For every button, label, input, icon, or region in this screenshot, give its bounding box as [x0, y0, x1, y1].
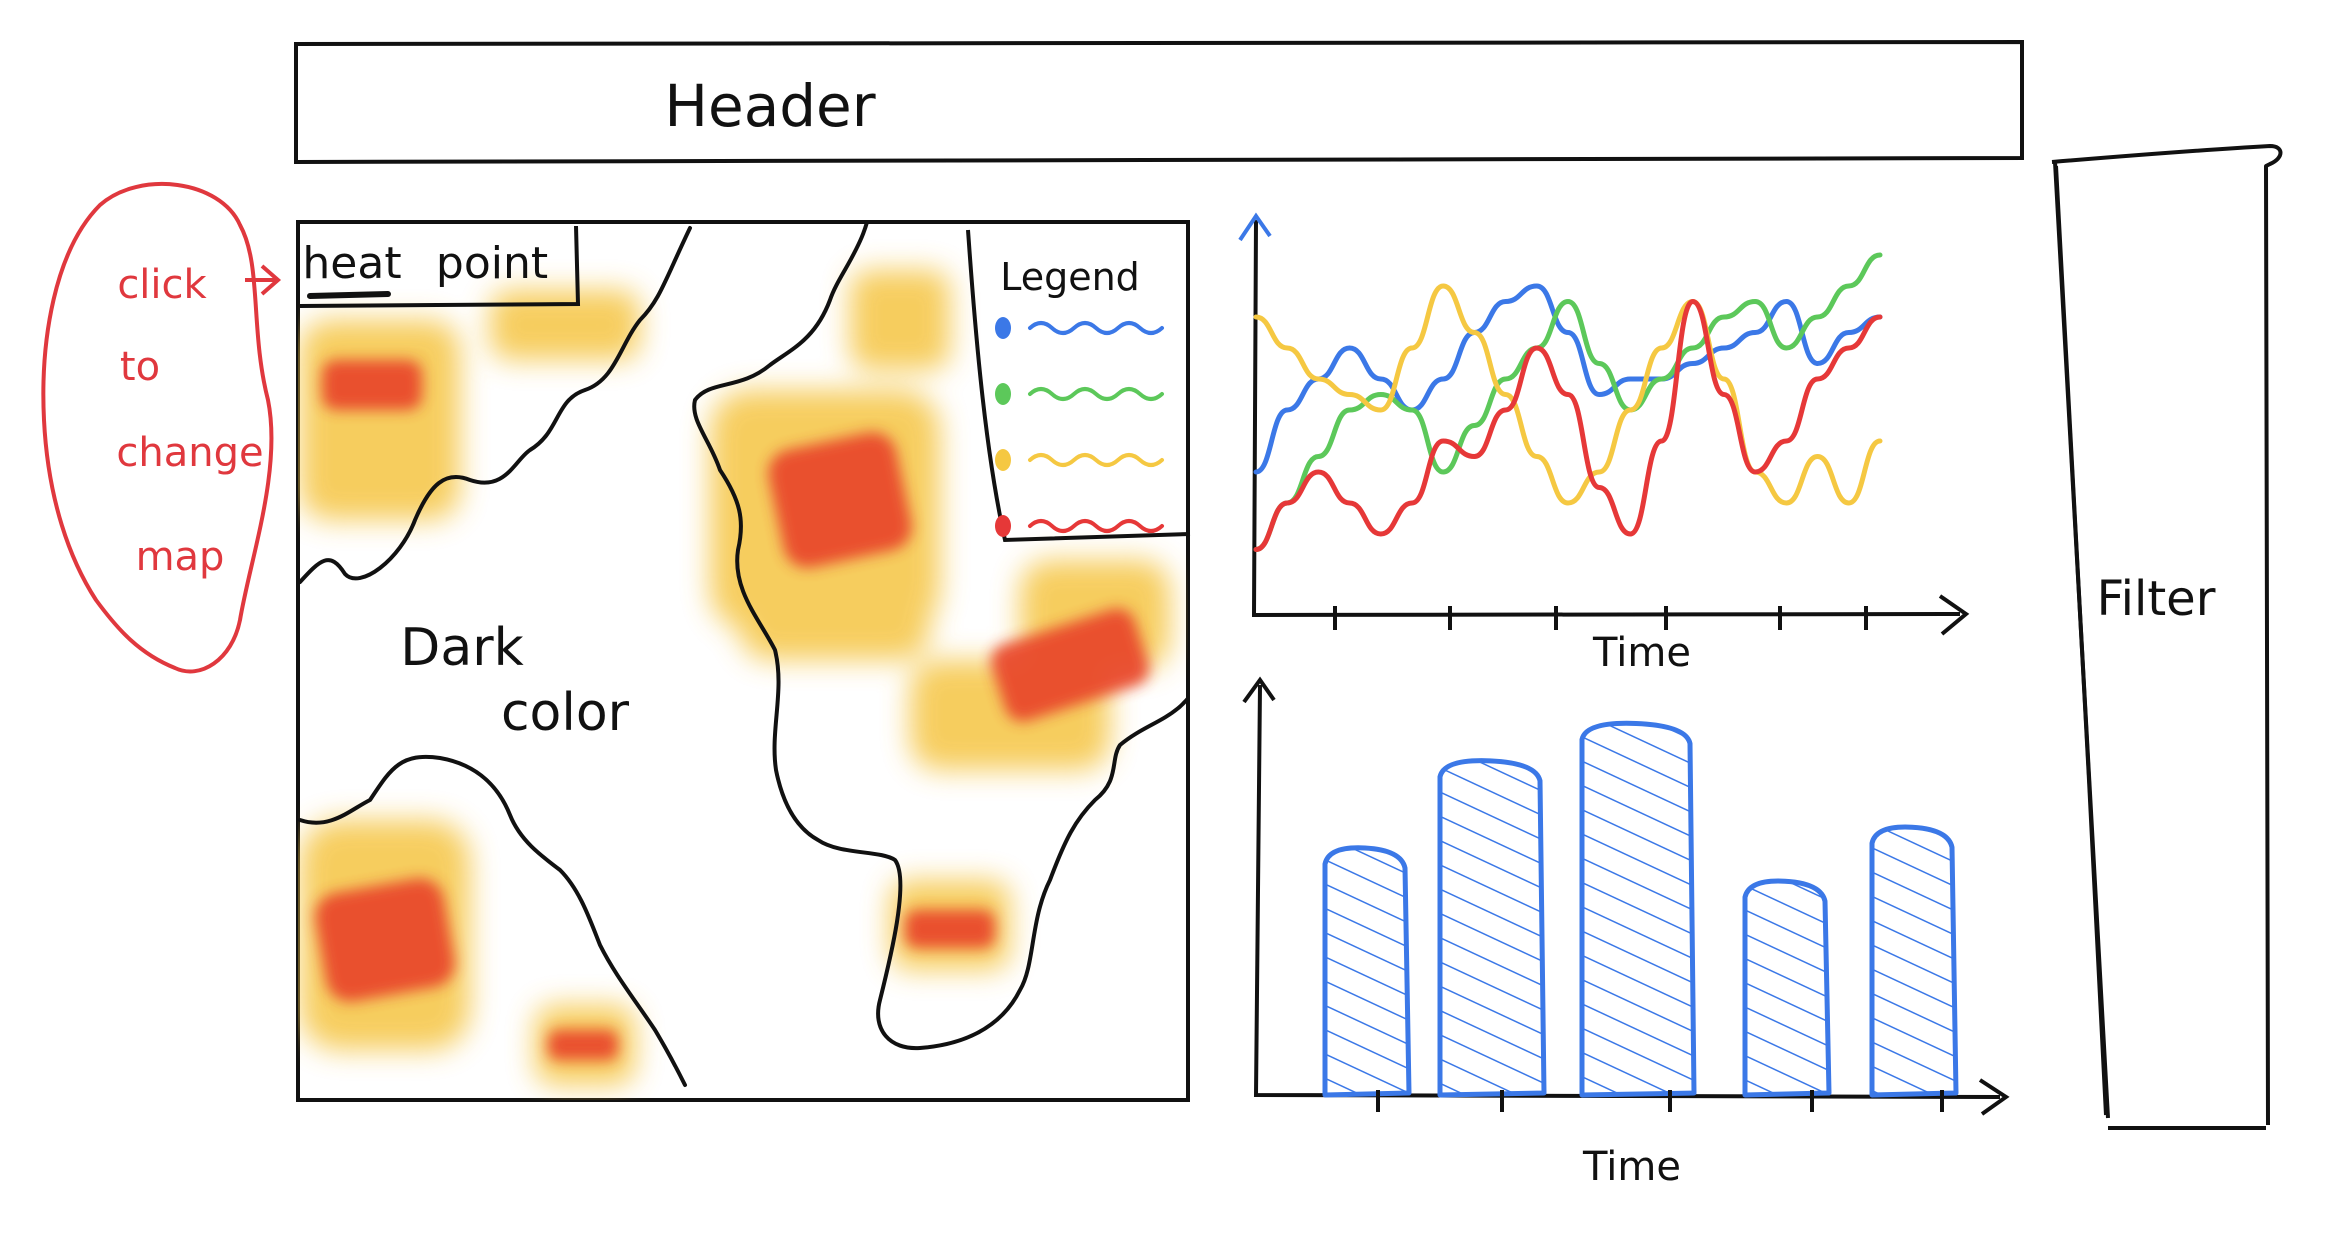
filter-label: Filter — [2097, 571, 2216, 627]
annotation-arrow — [245, 264, 282, 296]
legend-line-1 — [1028, 321, 1164, 335]
heat-core — [322, 360, 422, 410]
annotation-line-3: change — [116, 430, 263, 476]
bar-chart-x-arrow — [1978, 1078, 2010, 1116]
header-box — [294, 39, 2024, 165]
bar-chart-ticks — [1376, 1090, 1944, 1112]
change-map-annotation: click to change map — [41, 182, 282, 674]
heat-core — [548, 1030, 618, 1060]
region-label-line-2: color — [501, 683, 630, 743]
line-chart: Time — [1238, 212, 1970, 676]
legend-items — [995, 317, 1164, 537]
tab-point-label[interactable]: point — [436, 238, 548, 289]
line-series-blue — [1253, 283, 1883, 475]
line-series-red — [1253, 299, 1883, 552]
bar-5 — [1869, 824, 1959, 1098]
annotation-line-1: click — [117, 262, 207, 308]
line-chart-series — [1253, 252, 1883, 552]
legend-swatch-3 — [995, 449, 1011, 471]
bar-4 — [1742, 878, 1832, 1098]
filter-panel[interactable]: Filter — [2051, 144, 2283, 1130]
heat-blob — [490, 290, 640, 360]
legend-swatch-4 — [995, 515, 1011, 537]
line-chart-axes — [1251, 219, 1961, 618]
bar-3 — [1579, 720, 1697, 1098]
heat-core — [990, 608, 1150, 722]
coastline-southwest — [298, 754, 687, 1087]
line-series-yellow — [1253, 283, 1883, 506]
coastline-continent — [692, 222, 1188, 1051]
heat-core — [315, 878, 455, 1002]
toggle-frame — [299, 225, 581, 308]
map-boundaries — [298, 222, 1188, 1087]
annotation-bubble — [41, 182, 274, 674]
map-type-toggle[interactable]: heat point — [299, 225, 581, 308]
map-legend: Legend — [966, 229, 1191, 543]
bar-chart-xlabel: Time — [1582, 1144, 1681, 1190]
legend-swatch-2 — [995, 383, 1011, 405]
line-chart-ticks — [1333, 606, 1868, 630]
header-label: Header — [664, 72, 875, 140]
coastline-northwest — [298, 226, 692, 584]
region-label-line-1: Dark — [400, 618, 523, 678]
annotation-line-2: to — [120, 344, 160, 390]
heat-core — [905, 910, 995, 948]
legend-line-2 — [1028, 387, 1164, 401]
line-chart-y-arrow — [1238, 212, 1272, 242]
line-series-green — [1253, 252, 1883, 552]
legend-title: Legend — [1000, 255, 1140, 299]
filter-panel-frame — [2051, 144, 2283, 1130]
bar-chart: Time — [1242, 676, 2010, 1190]
tab-point[interactable]: point — [436, 238, 548, 289]
bar-2 — [1437, 758, 1547, 1098]
legend-line-4 — [1028, 519, 1164, 533]
heatmap-layer — [298, 222, 1188, 1087]
bar-1 — [1322, 845, 1412, 1098]
bar-chart-y-arrow — [1242, 676, 1276, 704]
tab-heat-label[interactable]: heat — [302, 238, 401, 289]
tab-heat[interactable]: heat — [302, 238, 402, 299]
header: Header — [294, 39, 2024, 165]
bar-chart-bars — [1322, 720, 1959, 1098]
line-chart-xlabel: Time — [1592, 630, 1691, 676]
heat-blob — [330, 430, 440, 520]
filter-panel-left-edge — [2054, 165, 2108, 1116]
annotation-line-4: map — [136, 534, 225, 580]
tab-heat-underline — [307, 291, 391, 299]
line-chart-x-arrow — [1938, 594, 1970, 636]
heat-blob — [850, 270, 950, 370]
legend-swatch-1 — [995, 317, 1011, 339]
legend-line-3 — [1028, 453, 1164, 467]
heat-core — [768, 432, 912, 568]
map-panel: heat point Legend Dark color — [296, 220, 1191, 1102]
